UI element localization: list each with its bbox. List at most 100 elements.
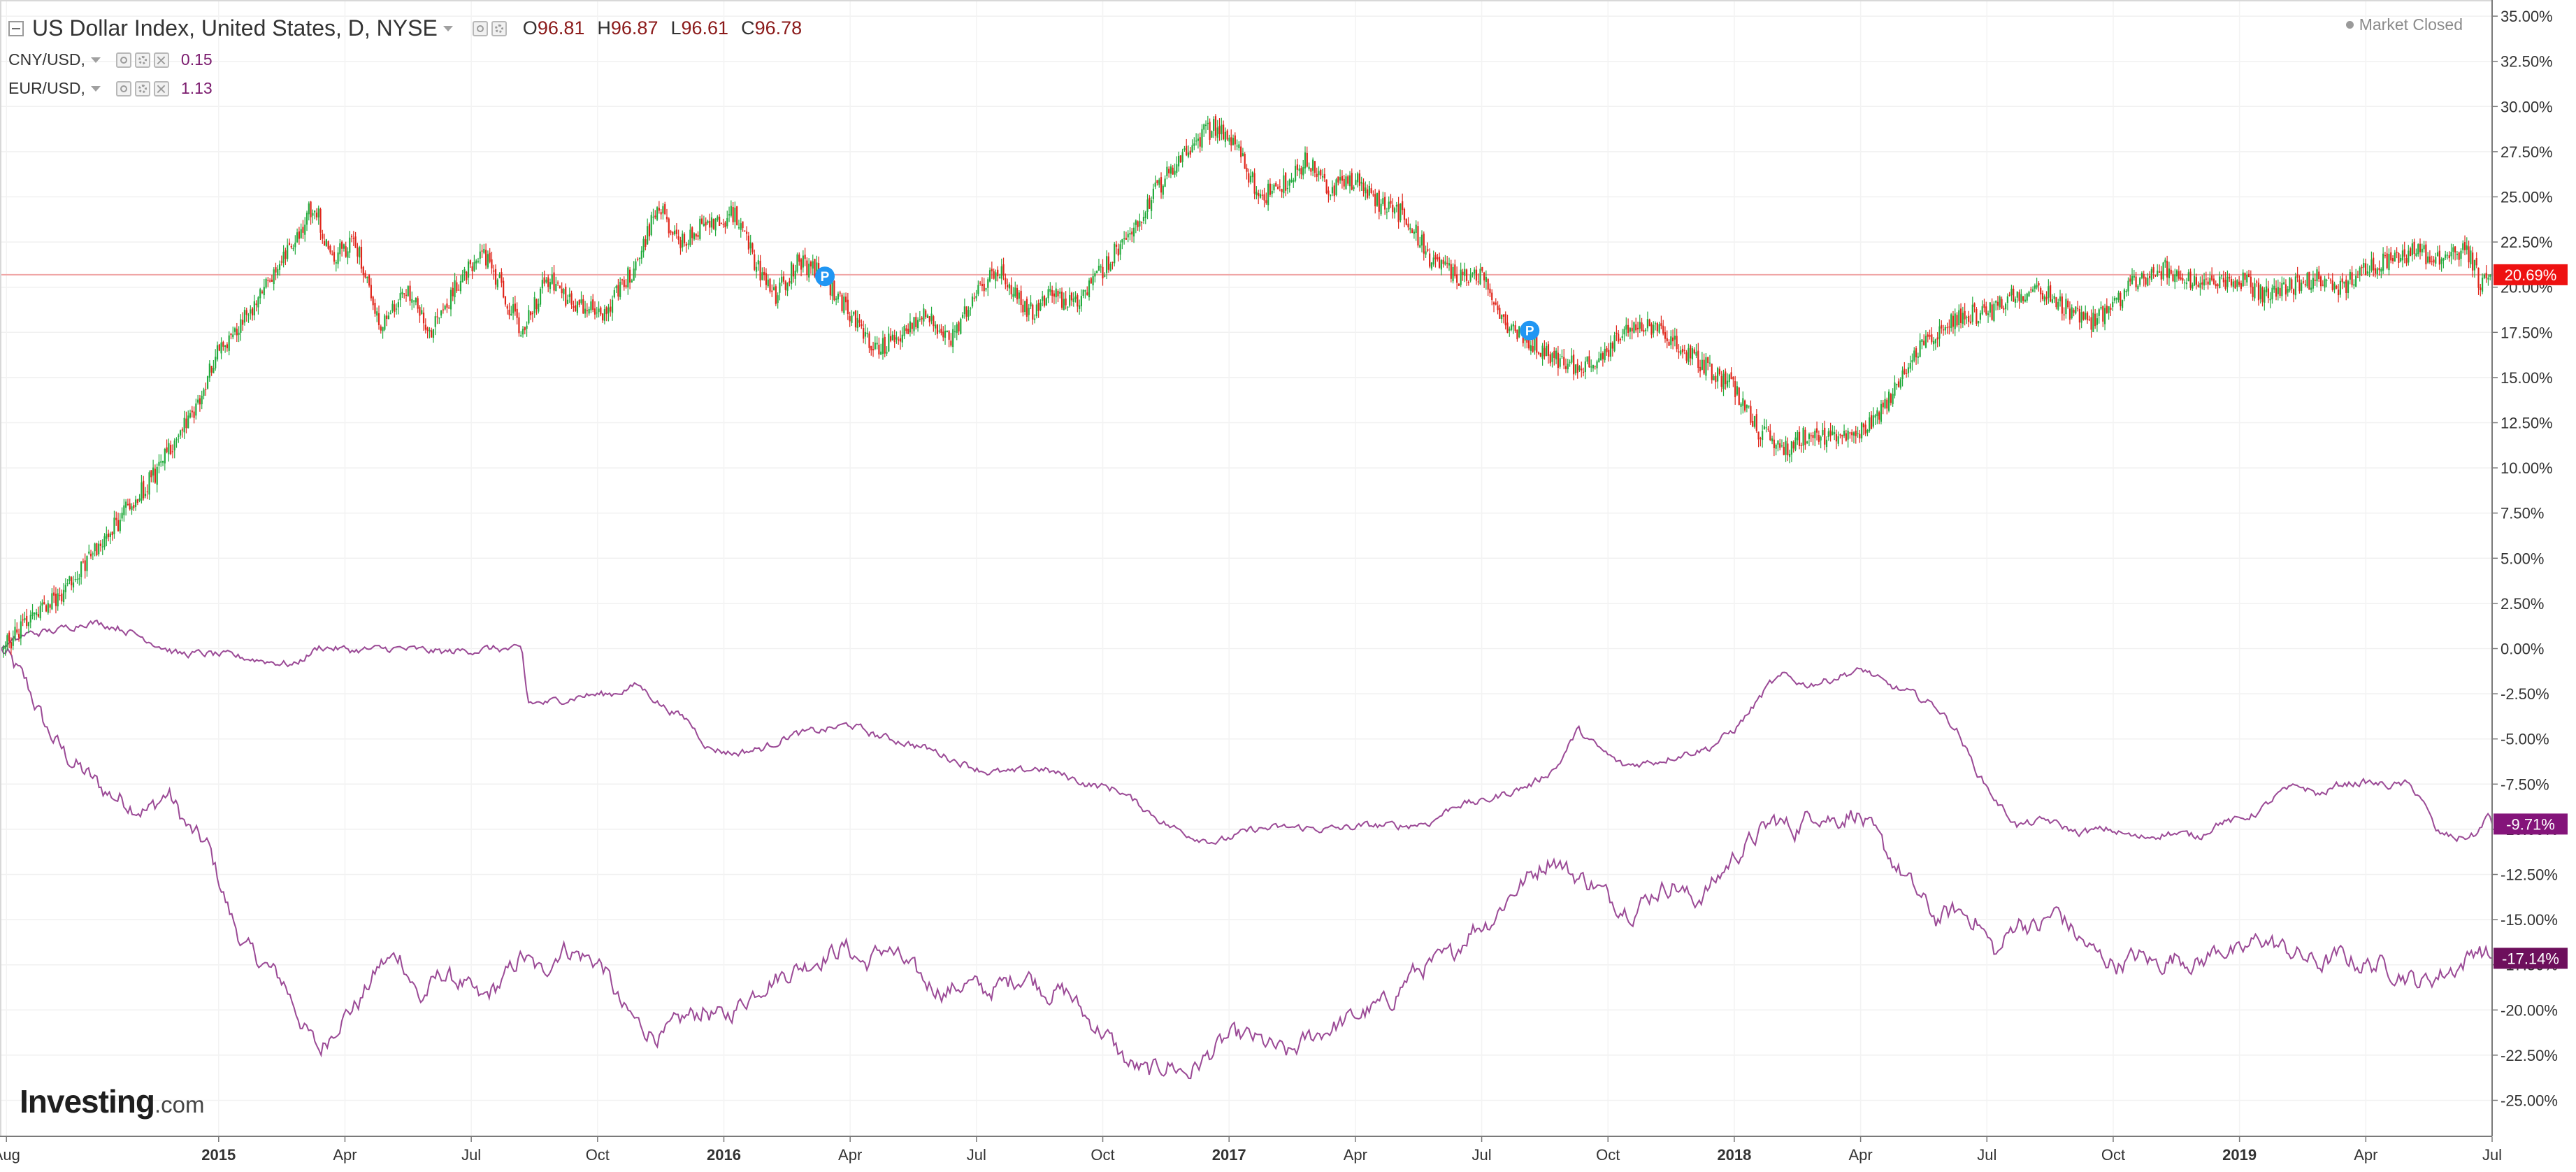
candle-body	[193, 411, 195, 418]
candle-body	[473, 262, 475, 271]
collapse-icon[interactable]	[8, 20, 24, 36]
candle-body	[2215, 284, 2217, 287]
candle-body	[1829, 430, 1832, 436]
candle-body	[278, 264, 281, 270]
candle-body	[1668, 341, 1670, 346]
candle-body	[942, 331, 944, 338]
candle-body	[1333, 185, 1335, 196]
cny-series-title[interactable]: CNY/USD,	[8, 50, 85, 69]
candle-body	[1456, 274, 1458, 283]
candle-body	[720, 223, 723, 224]
candle-body	[1802, 427, 1804, 446]
candle-body	[1837, 436, 1839, 444]
candle-body	[1924, 336, 1927, 348]
candle-body	[582, 299, 584, 314]
candle-body	[2345, 279, 2347, 294]
candle-body	[2267, 288, 2269, 299]
candle-body	[1331, 187, 1334, 194]
gear-icon[interactable]	[491, 20, 507, 36]
candle-body	[197, 399, 199, 403]
candle-body	[2261, 287, 2264, 302]
candle-body	[405, 294, 408, 296]
candle-body	[2318, 271, 2320, 280]
candle-body	[203, 389, 205, 396]
candle-body	[2291, 279, 2293, 289]
candle-body	[935, 324, 937, 329]
candle-body	[539, 288, 542, 305]
pivot-marker-label: P	[1525, 324, 1534, 339]
pivot-marker-icon[interactable]	[815, 266, 835, 287]
candle-body	[2294, 276, 2296, 296]
candle-body	[1016, 288, 1019, 300]
eye-icon[interactable]	[115, 80, 131, 97]
eye-icon[interactable]	[472, 20, 488, 36]
candle-body	[1785, 441, 1787, 455]
candle-body	[1827, 431, 1829, 437]
eur-series-title[interactable]: EUR/USD,	[8, 79, 85, 97]
gear-icon[interactable]	[134, 80, 150, 97]
candle-body	[2059, 296, 2061, 301]
chevron-down-icon[interactable]	[90, 57, 101, 63]
candle-body	[1345, 176, 1347, 190]
main-series-title[interactable]: US Dollar Index, United States, D, NYSE	[32, 15, 438, 41]
gear-icon[interactable]	[134, 52, 150, 68]
candle-body	[2043, 296, 2045, 302]
candle-body	[1880, 403, 1883, 422]
candle-body	[1321, 176, 1324, 178]
candle-body	[1760, 438, 1762, 439]
candle-body	[440, 310, 442, 316]
candle-body	[2331, 280, 2333, 290]
candle-body	[201, 395, 203, 405]
cny-badge-bg	[2494, 813, 2568, 835]
candle-body	[215, 357, 217, 369]
candle-body	[759, 260, 761, 281]
candle-body	[1688, 348, 1690, 362]
chevron-down-icon[interactable]	[442, 25, 453, 31]
candle-body	[1098, 265, 1100, 271]
candle-body	[872, 349, 875, 350]
candle-body	[2016, 291, 2018, 298]
candle-body	[1797, 431, 1799, 441]
candle-body	[1931, 334, 1933, 343]
candle-body	[2071, 307, 2073, 318]
chevron-down-icon[interactable]	[90, 85, 101, 92]
candle-body	[2391, 257, 2394, 262]
close-icon[interactable]	[153, 50, 169, 71]
candle-body	[1035, 304, 1037, 317]
candle-body	[2400, 257, 2402, 262]
candle-body	[242, 320, 244, 325]
close-icon[interactable]	[153, 78, 169, 100]
candle-body	[372, 296, 374, 306]
candle-body	[2120, 292, 2122, 307]
candle-body	[1600, 353, 1602, 361]
candle-body	[243, 310, 246, 323]
candle-body	[2438, 250, 2440, 265]
candle-body	[844, 296, 847, 303]
candle-body	[1808, 434, 1811, 439]
candle-body	[988, 270, 991, 282]
candle-body	[436, 316, 438, 317]
candle-body	[1355, 180, 1357, 185]
candle-body	[1991, 304, 1993, 320]
x-tick-label: 2016	[707, 1146, 741, 1164]
pivot-marker-icon[interactable]	[1520, 320, 1540, 341]
pivot-markers[interactable]: PP	[815, 266, 1540, 341]
candle-body	[2050, 285, 2052, 302]
candle-body	[2092, 313, 2094, 332]
candle-body	[357, 248, 359, 257]
candle-body	[49, 604, 51, 608]
candle-body	[438, 317, 440, 319]
candle-body	[2201, 282, 2203, 285]
candle-body	[2454, 246, 2456, 253]
eye-icon[interactable]	[115, 52, 131, 68]
candle-body	[2195, 277, 2197, 285]
candle-body	[1981, 306, 1983, 315]
candle-body	[2110, 308, 2112, 310]
candle-body	[265, 278, 267, 288]
candle-body	[2301, 283, 2303, 291]
candle-body	[1236, 145, 1238, 147]
candle-body	[1574, 364, 1577, 373]
candle-body	[1179, 155, 1181, 163]
